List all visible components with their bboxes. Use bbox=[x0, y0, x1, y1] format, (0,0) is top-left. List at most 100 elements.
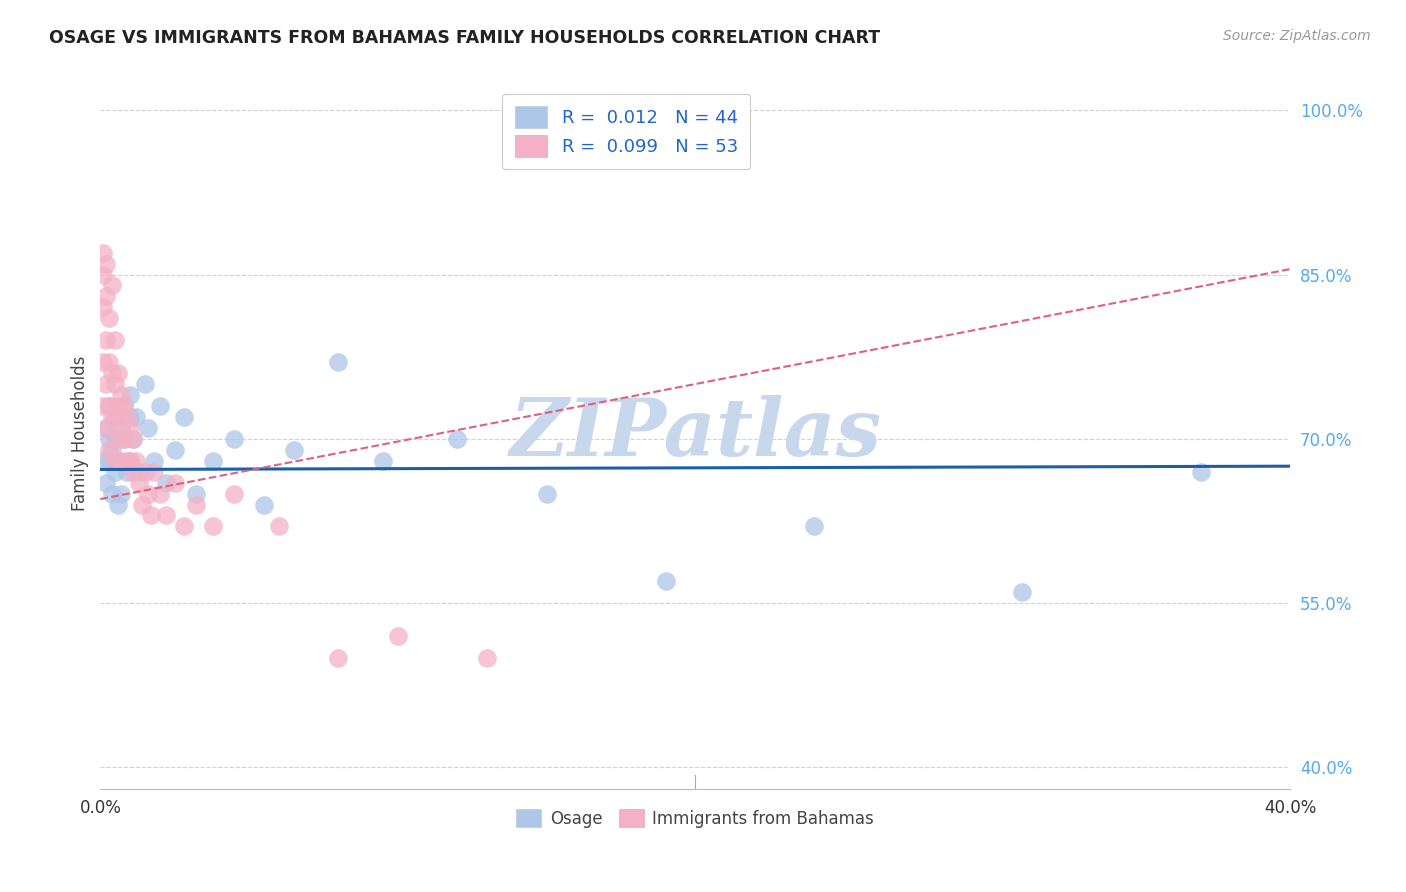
Point bbox=[91, 453, 114, 467]
Point bbox=[107, 366, 129, 380]
Point bbox=[149, 486, 172, 500]
Point bbox=[110, 453, 132, 467]
Point bbox=[115, 465, 138, 479]
Point bbox=[202, 453, 225, 467]
Point bbox=[107, 453, 129, 467]
Point bbox=[125, 453, 148, 467]
Point bbox=[149, 399, 172, 413]
Point bbox=[1011, 585, 1033, 599]
Point bbox=[91, 399, 114, 413]
Point bbox=[654, 574, 676, 589]
Point bbox=[115, 453, 138, 467]
Point bbox=[253, 498, 276, 512]
Point bbox=[131, 498, 153, 512]
Point bbox=[173, 409, 195, 424]
Point bbox=[173, 519, 195, 533]
Point bbox=[98, 311, 121, 326]
Point bbox=[136, 486, 159, 500]
Point bbox=[122, 432, 145, 446]
Point bbox=[139, 508, 162, 523]
Point bbox=[96, 421, 118, 435]
Point bbox=[101, 442, 124, 457]
Point bbox=[142, 465, 165, 479]
Point bbox=[104, 432, 127, 446]
Point bbox=[283, 442, 305, 457]
Point bbox=[128, 465, 150, 479]
Point bbox=[104, 333, 127, 347]
Point bbox=[107, 498, 129, 512]
Point bbox=[120, 388, 142, 402]
Point bbox=[328, 355, 350, 369]
Point bbox=[104, 465, 127, 479]
Point bbox=[110, 421, 132, 435]
Point bbox=[136, 421, 159, 435]
Point bbox=[110, 388, 132, 402]
Point bbox=[267, 519, 290, 533]
Point bbox=[101, 409, 124, 424]
Point bbox=[91, 268, 114, 282]
Point bbox=[96, 289, 118, 303]
Point bbox=[104, 453, 127, 467]
Point bbox=[224, 486, 246, 500]
Point bbox=[98, 399, 121, 413]
Point bbox=[107, 399, 129, 413]
Point bbox=[155, 475, 177, 490]
Point bbox=[96, 475, 118, 490]
Point bbox=[184, 498, 207, 512]
Point bbox=[98, 432, 121, 446]
Point bbox=[122, 432, 145, 446]
Point bbox=[128, 475, 150, 490]
Point bbox=[1189, 465, 1212, 479]
Point bbox=[96, 257, 118, 271]
Point bbox=[112, 399, 135, 413]
Point bbox=[122, 465, 145, 479]
Point bbox=[91, 245, 114, 260]
Point bbox=[96, 333, 118, 347]
Point bbox=[98, 442, 121, 457]
Point bbox=[446, 432, 468, 446]
Point bbox=[96, 377, 118, 392]
Point bbox=[101, 278, 124, 293]
Point bbox=[475, 650, 498, 665]
Point bbox=[387, 629, 409, 643]
Point bbox=[110, 486, 132, 500]
Point bbox=[120, 421, 142, 435]
Point bbox=[104, 409, 127, 424]
Point bbox=[110, 421, 132, 435]
Point bbox=[163, 475, 186, 490]
Point bbox=[134, 377, 156, 392]
Text: ZIPatlas: ZIPatlas bbox=[509, 394, 882, 472]
Point bbox=[184, 486, 207, 500]
Point bbox=[328, 650, 350, 665]
Text: OSAGE VS IMMIGRANTS FROM BAHAMAS FAMILY HOUSEHOLDS CORRELATION CHART: OSAGE VS IMMIGRANTS FROM BAHAMAS FAMILY … bbox=[49, 29, 880, 46]
Point bbox=[224, 432, 246, 446]
Point bbox=[101, 366, 124, 380]
Point bbox=[98, 399, 121, 413]
Point bbox=[91, 355, 114, 369]
Point bbox=[155, 508, 177, 523]
Point bbox=[104, 377, 127, 392]
Point bbox=[112, 432, 135, 446]
Point bbox=[107, 432, 129, 446]
Point bbox=[803, 519, 825, 533]
Point bbox=[98, 355, 121, 369]
Point bbox=[96, 421, 118, 435]
Legend: Osage, Immigrants from Bahamas: Osage, Immigrants from Bahamas bbox=[510, 803, 880, 834]
Point bbox=[163, 442, 186, 457]
Text: Source: ZipAtlas.com: Source: ZipAtlas.com bbox=[1223, 29, 1371, 43]
Point bbox=[202, 519, 225, 533]
Point bbox=[112, 432, 135, 446]
Point bbox=[134, 465, 156, 479]
Point bbox=[125, 409, 148, 424]
Point bbox=[536, 486, 558, 500]
Point bbox=[101, 486, 124, 500]
Point bbox=[142, 453, 165, 467]
Point bbox=[371, 453, 394, 467]
Point bbox=[98, 453, 121, 467]
Point bbox=[104, 409, 127, 424]
Point bbox=[120, 453, 142, 467]
Point bbox=[120, 409, 142, 424]
Y-axis label: Family Households: Family Households bbox=[72, 356, 89, 511]
Point bbox=[115, 409, 138, 424]
Point bbox=[112, 399, 135, 413]
